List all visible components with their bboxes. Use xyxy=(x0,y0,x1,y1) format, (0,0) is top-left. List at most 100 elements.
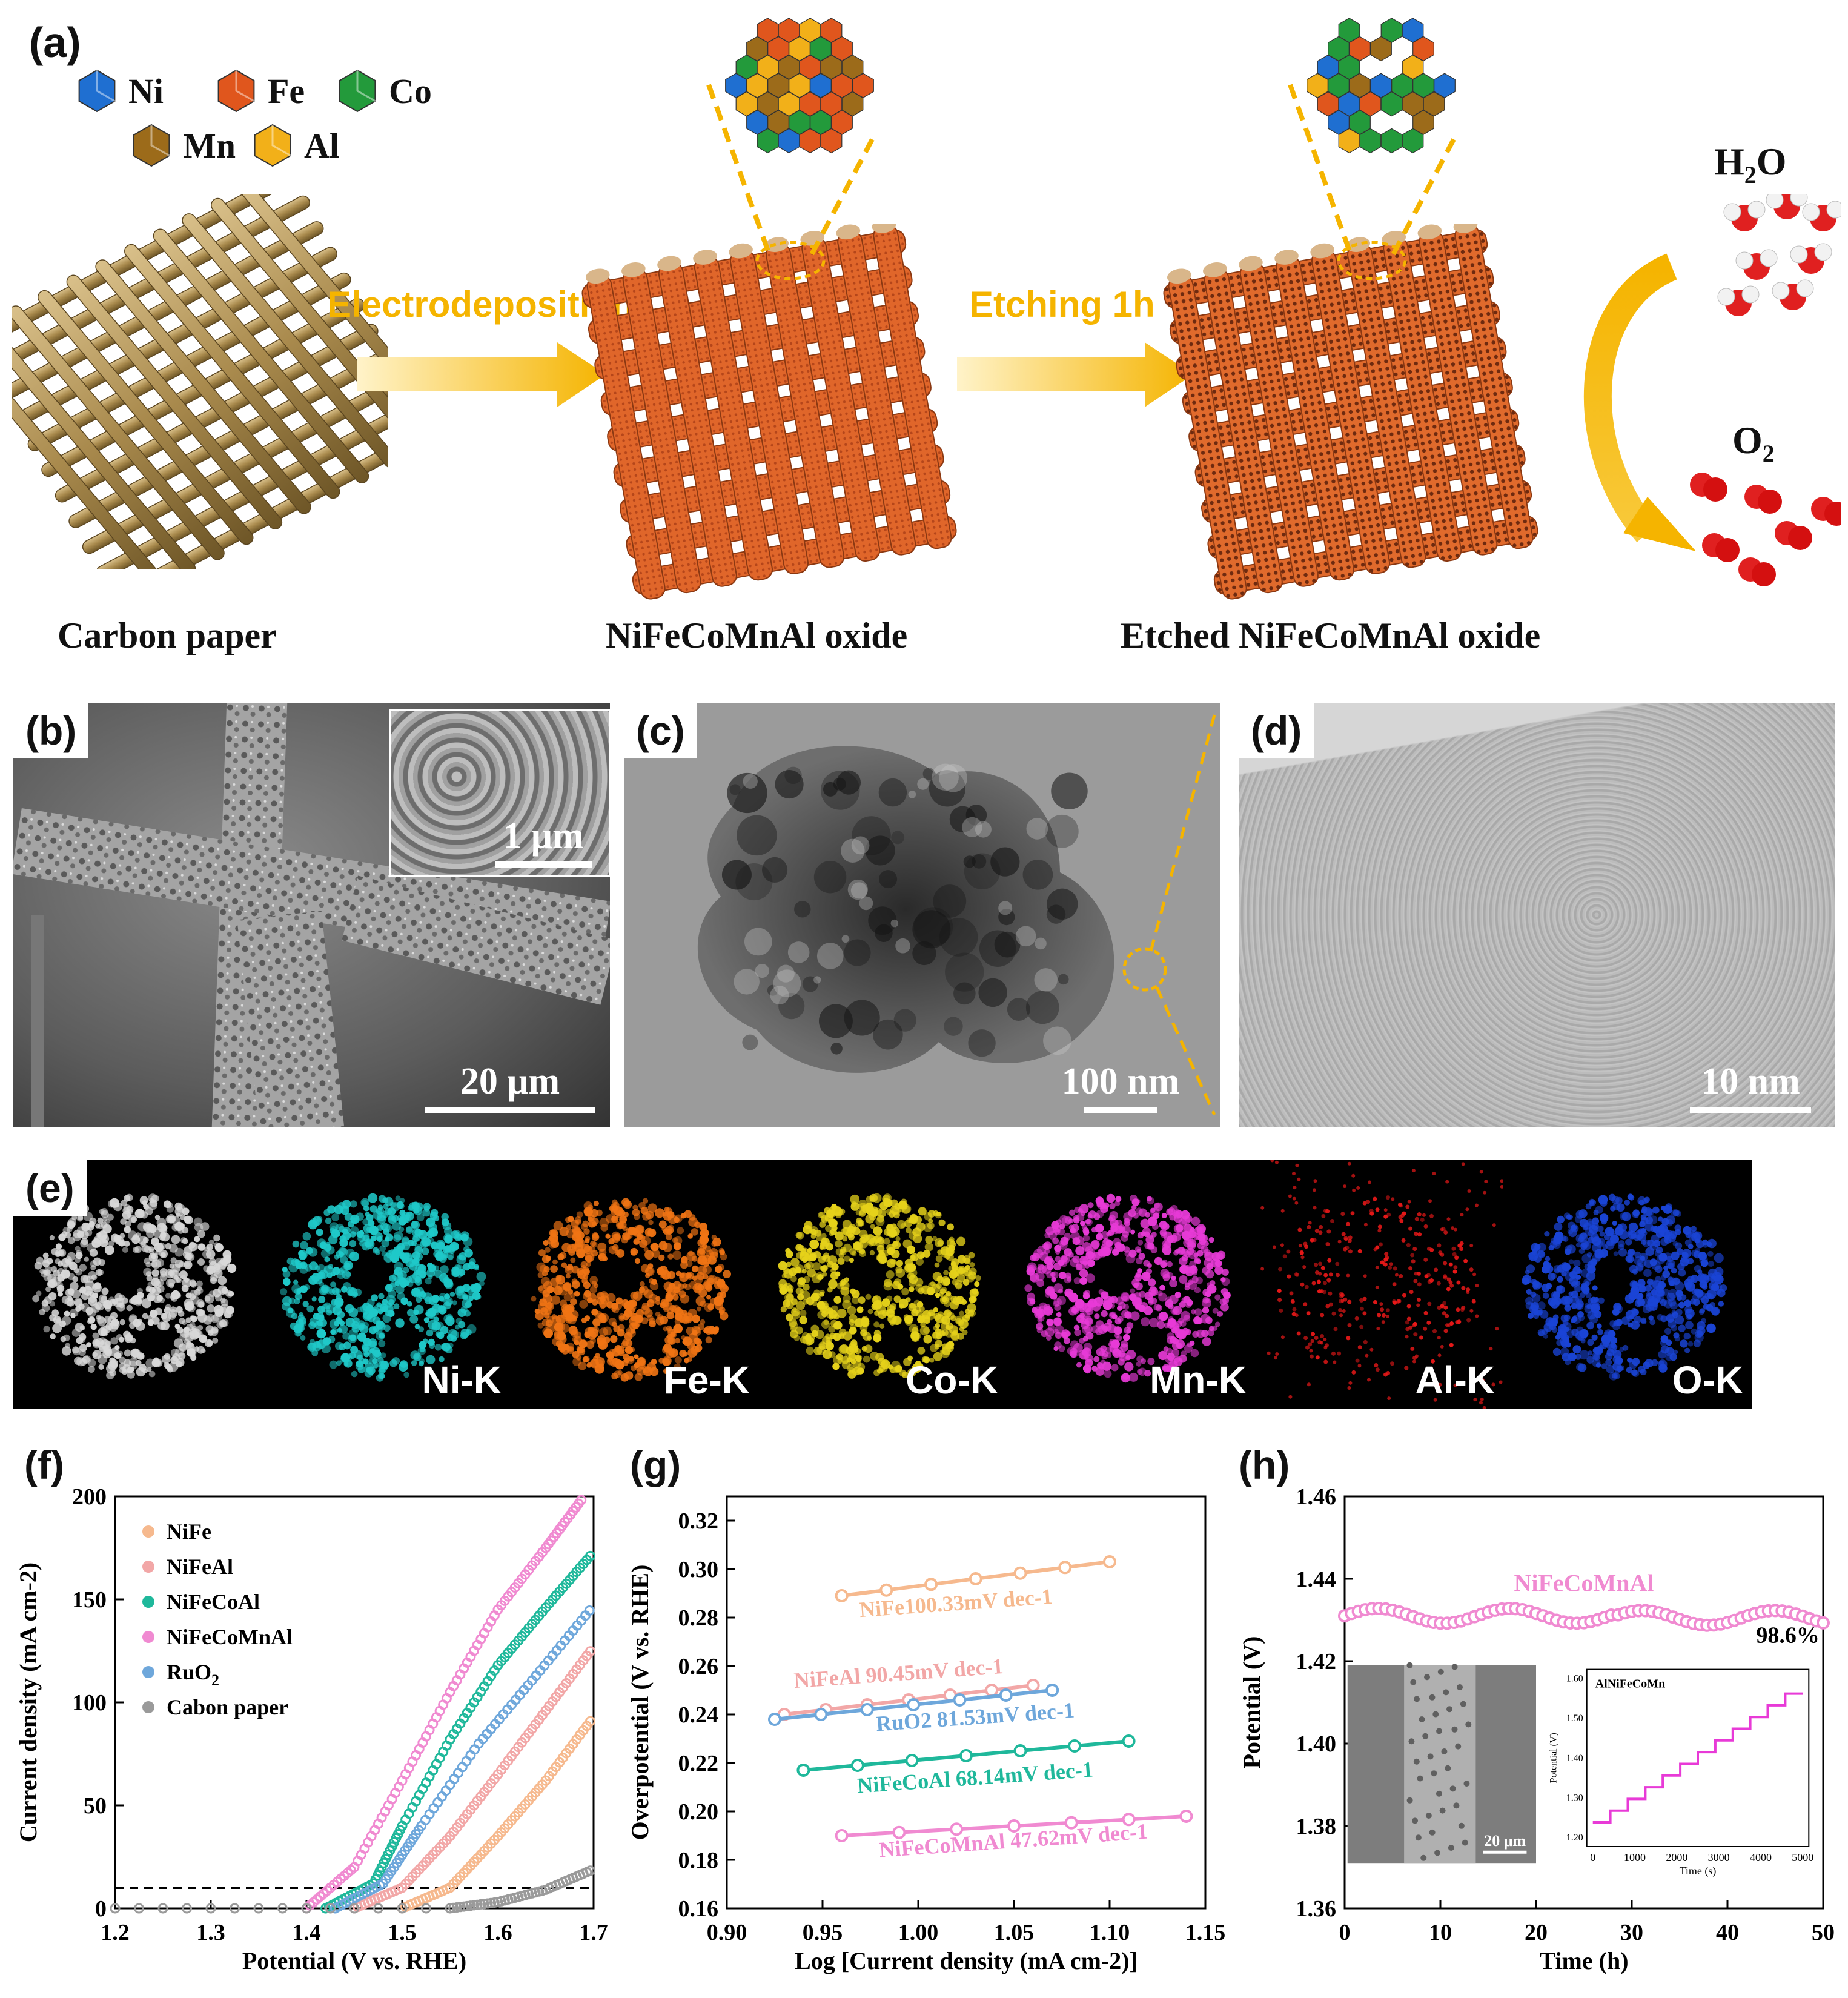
panel-e-label: (e) xyxy=(13,1160,87,1216)
data-point xyxy=(985,1684,999,1697)
data-point xyxy=(205,1903,216,1914)
scale-text-c: 100 nm xyxy=(1061,1061,1180,1102)
tem-image-c: 100 nm xyxy=(624,703,1220,1127)
data-point xyxy=(814,1708,828,1721)
y-tick-label: 0.32 xyxy=(678,1508,719,1534)
data-point xyxy=(1064,1816,1078,1830)
inset-scale-bar: 1 μm xyxy=(486,815,601,871)
etched-oxide-illustration xyxy=(1163,224,1538,600)
series-nifecomnal xyxy=(1338,1602,1830,1632)
oxide-illustration xyxy=(581,224,957,600)
series-nifecomnal xyxy=(301,1495,587,1914)
data-point xyxy=(1045,1684,1059,1697)
sem-pore xyxy=(1410,1679,1417,1685)
data-point xyxy=(585,1646,595,1657)
inset-x-tick-label: 4000 xyxy=(1750,1851,1772,1864)
legend-item-fe: Fe xyxy=(212,67,305,115)
sem-pore xyxy=(1429,1829,1436,1836)
sem-pore xyxy=(1448,1845,1454,1851)
arrow-etching xyxy=(957,342,1193,407)
sem-pore xyxy=(1441,1748,1448,1754)
sem-pore xyxy=(1449,1785,1456,1792)
sem-pore xyxy=(1422,1733,1429,1739)
x-axis-label: Potential (V vs. RHE) xyxy=(242,1947,466,1974)
data-point xyxy=(969,1572,982,1585)
legend-label: NiFeCoMnAl xyxy=(167,1625,293,1649)
inset-x-tick-label: 0 xyxy=(1590,1851,1595,1864)
series-nifecoal xyxy=(796,1734,1136,1777)
data-point xyxy=(1058,1561,1072,1575)
x-tick-label: 1.2 xyxy=(101,1920,130,1945)
inset-y-tick-label: 1.30 xyxy=(1566,1793,1583,1803)
sem-pore xyxy=(1460,1701,1466,1707)
chart-f-polarization: 1.2 1.3 1.4 1.5 1.6 1.7 0 50 100 150 200 Potential … xyxy=(15,1484,608,1974)
oer-reaction-illustration xyxy=(1583,194,1841,586)
inset-x-tick-label: 2000 xyxy=(1666,1851,1687,1864)
data-point xyxy=(1026,1679,1040,1692)
data-point xyxy=(1817,1616,1830,1630)
sem-pore xyxy=(1408,1738,1415,1745)
data-point xyxy=(584,1605,595,1616)
legend-symbol: Ni xyxy=(128,71,164,111)
eds-map-ni-k: Ni-K xyxy=(262,1160,510,1409)
sem-pore xyxy=(1457,1684,1463,1690)
sem-pore xyxy=(1446,1706,1453,1713)
map-signal xyxy=(280,1193,486,1382)
legend-label: RuO2 xyxy=(167,1660,219,1689)
legend-marker xyxy=(142,1596,154,1608)
data-point xyxy=(373,1903,383,1914)
sem-pore xyxy=(1417,1775,1423,1782)
data-point xyxy=(576,1495,587,1505)
legend-item-mn: Mn xyxy=(127,121,236,170)
legend-label: NiFeAl xyxy=(167,1555,233,1579)
legend-item-al: Al xyxy=(248,121,339,170)
chart-g-tafel: 0.90 0.95 1.00 1.05 1.10 1.15 0.16 0.18 0.20 0.22… xyxy=(626,1495,1225,1974)
data-point xyxy=(907,1698,921,1711)
hrtem-image-d: 10 nm xyxy=(1239,703,1835,1127)
y-tick-label: 0.16 xyxy=(678,1896,719,1922)
sem-pore xyxy=(1406,1797,1413,1804)
eds-map-co-k: Co-K xyxy=(758,1160,1007,1409)
etched-lattice-zoom xyxy=(1288,18,1456,280)
x-axis-label: Log [Current density (mA cm-2)] xyxy=(795,1947,1138,1974)
data-point xyxy=(585,1550,595,1561)
retention-label: 98.6% xyxy=(1756,1622,1820,1648)
h2o-label: H2O xyxy=(1714,140,1787,188)
x-tick-label: 0.90 xyxy=(707,1920,747,1945)
eds-map-o-k: O-K xyxy=(1503,1160,1752,1409)
y-tick-label: 1.42 xyxy=(1296,1649,1337,1674)
y-tick-label: 0.30 xyxy=(678,1557,719,1582)
panel-f-label: (f) xyxy=(24,1442,64,1487)
o2-label: O2 xyxy=(1732,419,1775,467)
x-axis-label: Time (h) xyxy=(1539,1947,1628,1974)
sem-pore xyxy=(1439,1807,1446,1814)
sem-pore xyxy=(1427,1753,1434,1760)
data-point xyxy=(253,1903,264,1914)
map-signal xyxy=(1522,1193,1727,1381)
sem-pore xyxy=(1451,1726,1458,1733)
sem-pore xyxy=(1413,1758,1420,1765)
y-tick-label: 1.36 xyxy=(1296,1896,1337,1922)
series-label: NiFeCoMnAl xyxy=(1514,1569,1654,1596)
legend-item-co: Co xyxy=(333,67,432,115)
data-point xyxy=(796,1764,810,1777)
legend-marker xyxy=(142,1525,154,1538)
data-point xyxy=(905,1754,919,1767)
staircase-curve xyxy=(1592,1692,1803,1824)
legend-item-ni: Ni xyxy=(73,67,164,115)
sem-pore xyxy=(1462,1839,1468,1846)
series-nife xyxy=(397,1716,595,1914)
legend-marker xyxy=(142,1701,154,1713)
panel-b-label: (b) xyxy=(13,703,89,758)
plot-frame xyxy=(726,1495,1207,1910)
map-signal xyxy=(778,1193,981,1379)
polyhedron-icon xyxy=(254,124,291,167)
data-point xyxy=(397,1903,408,1914)
legend-symbol: Al xyxy=(304,125,339,165)
y-tick-label: 0.28 xyxy=(678,1605,719,1631)
series-cabon-paper xyxy=(110,1865,595,1914)
panel-h-label: (h) xyxy=(1239,1442,1290,1487)
step-etching: Etching 1h xyxy=(969,284,1155,325)
map-signal xyxy=(32,1193,237,1379)
series-nifecomnal xyxy=(835,1810,1193,1842)
